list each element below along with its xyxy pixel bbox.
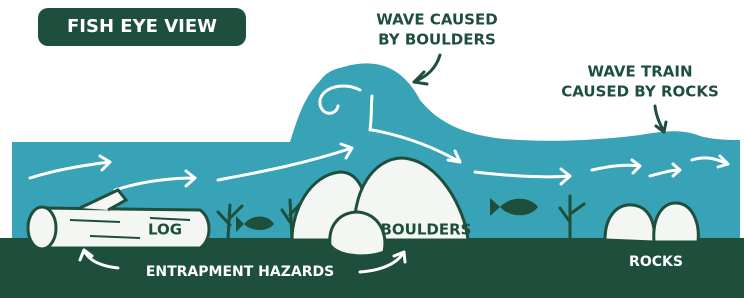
rocks-label: ROCKS (629, 254, 683, 270)
boulders-label: BOULDERS (381, 221, 472, 239)
wave-train-label: WAVE TRAIN (587, 63, 692, 81)
title: FISH EYE VIEW (67, 16, 217, 37)
hazards-label: ENTRAPMENT HAZARDS (146, 264, 334, 280)
wave-boulders-label: WAVE CAUSED (376, 11, 497, 29)
wave-boulders-label: BY BOULDERS (378, 31, 496, 49)
log-label: LOG (148, 221, 182, 239)
wave-train-label: CAUSED BY ROCKS (561, 83, 719, 101)
pointer-arrow (414, 55, 440, 84)
pointer-arrow (655, 106, 666, 132)
illustration: FISH EYE VIEW WAVE CAUSED BY BOULDERS WA… (0, 0, 744, 298)
